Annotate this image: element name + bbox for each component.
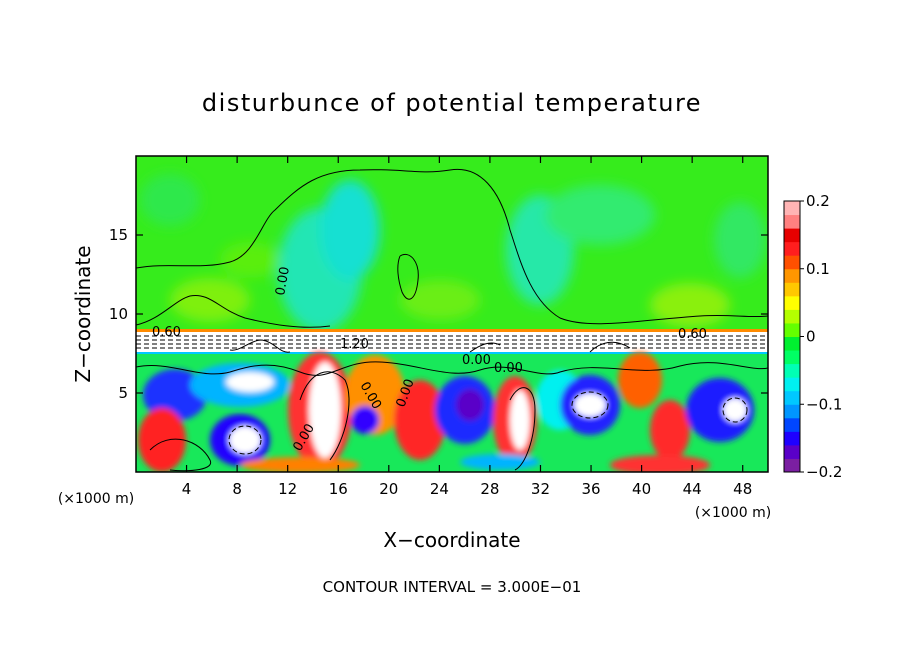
contour-labels: 0.60 1.20 0.00 0.00 0.00 0.00 0.00 0.00 …: [152, 266, 707, 454]
colorbar-segment: [784, 336, 800, 351]
colorbar-ticks: 0.2 0.1 0 −0.1 −0.2: [800, 192, 842, 481]
colorbar-segment: [784, 417, 800, 432]
colorbar-segment: [784, 390, 800, 405]
contour-label: 0.60: [152, 325, 181, 340]
colorbar-segment: [784, 268, 800, 283]
colorbar-segment: [784, 255, 800, 270]
contour-lines: [136, 168, 768, 472]
x-tick-label: 8: [232, 480, 242, 498]
y-axis-unit: (×1000 m): [58, 491, 134, 507]
field-image: [136, 156, 768, 472]
colorbar-tick-label: 0.2: [806, 192, 830, 210]
y-tick-label: 10: [109, 305, 128, 323]
y-axis-label: Z−coordinate: [71, 245, 95, 382]
contour-label: 1.20: [340, 337, 369, 352]
contour-label: 0.00: [273, 266, 293, 297]
colorbar-segment: [784, 282, 800, 297]
x-axis-unit: (×1000 m): [695, 505, 771, 521]
x-tick-label: 28: [480, 480, 499, 498]
colorbar-segment: [784, 201, 800, 216]
x-tick-label: 20: [379, 480, 398, 498]
x-tick-label: 24: [430, 480, 449, 498]
x-tick-label: 44: [683, 480, 702, 498]
inversion-bottom-line: [136, 352, 768, 355]
colorbar-tick-label: −0.1: [806, 395, 842, 413]
colorbar-segment: [784, 444, 800, 459]
y-tick-label: 5: [118, 384, 128, 402]
colorbar-tick-label: 0: [806, 328, 816, 346]
colorbar: [783, 200, 801, 473]
colorbar-segment: [784, 322, 800, 337]
contour-label: 0.00: [462, 353, 491, 368]
x-tick-label: 48: [733, 480, 752, 498]
x-tick-label: 32: [531, 480, 550, 498]
inversion-top-line: [136, 329, 768, 332]
colorbar-segment: [784, 431, 800, 446]
x-tick-label: 12: [278, 480, 297, 498]
colorbar-segment: [784, 377, 800, 392]
colorbar-tick-label: 0.1: [806, 260, 830, 278]
colorbar-segment: [784, 404, 800, 419]
colorbar-segment: [784, 214, 800, 229]
colorbar-segment: [784, 295, 800, 310]
chart-title: disturbunce of potential temperature: [202, 89, 702, 117]
colorbar-segment: [784, 309, 800, 324]
x-tick-label: 4: [182, 480, 192, 498]
x-axis: 4 8 12 16 20 24 28 32 36 40 44 48: [182, 156, 752, 498]
x-axis-label: X−coordinate: [383, 528, 520, 552]
x-tick-label: 36: [581, 480, 600, 498]
lower-layer-eddies: [138, 352, 754, 472]
colorbar-tick-label: −0.2: [806, 463, 842, 481]
colorbar-segment: [784, 458, 800, 473]
colorbar-segment: [784, 241, 800, 256]
colorbar-segment: [784, 228, 800, 243]
y-tick-label: 15: [109, 226, 128, 244]
contour-label: 0.00: [494, 361, 523, 376]
x-tick-label: 16: [329, 480, 348, 498]
y-axis: 5 10 15: [109, 226, 768, 402]
x-tick-label: 40: [632, 480, 651, 498]
colorbar-segment: [784, 350, 800, 365]
colorbar-segment: [784, 363, 800, 378]
contour-dashes: [136, 335, 768, 455]
inversion-band: [136, 330, 768, 354]
contour-label: 0.60: [678, 327, 707, 342]
contour-interval-note: CONTOUR INTERVAL = 3.000E−01: [323, 578, 582, 596]
